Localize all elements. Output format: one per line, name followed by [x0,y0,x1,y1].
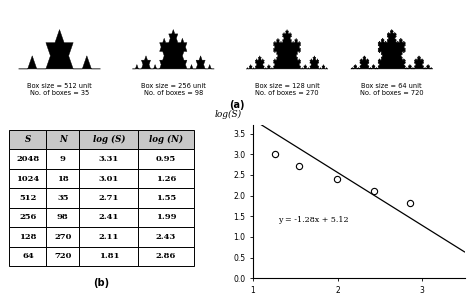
Bar [9,188,46,208]
Text: N: N [59,135,67,144]
Text: S: S [25,135,31,144]
Text: 2.43: 2.43 [156,233,176,241]
Bar [138,227,193,247]
Polygon shape [246,30,328,69]
Bar [9,130,46,149]
Text: (a): (a) [229,100,245,110]
Text: log(S): log(S) [215,110,242,119]
Text: log (S): log (S) [92,135,125,144]
Text: 256: 256 [19,214,36,222]
Text: Box size = 128 unit
No. of boxes = 270: Box size = 128 unit No. of boxes = 270 [255,83,319,96]
Text: 1.99: 1.99 [155,214,176,222]
Text: 9: 9 [60,155,66,163]
Text: 35: 35 [57,194,69,202]
Text: 2.86: 2.86 [156,252,176,260]
Text: (b): (b) [93,278,109,288]
Bar [9,208,46,227]
Bar [80,130,138,149]
Bar [9,227,46,247]
Text: 98: 98 [57,214,69,222]
Bar [80,188,138,208]
Text: 1.81: 1.81 [99,252,119,260]
Text: 0.95: 0.95 [156,155,176,163]
Bar [138,169,193,188]
Bar [46,169,80,188]
Bar [46,149,80,169]
Text: 2.41: 2.41 [99,214,119,222]
Bar [80,247,138,266]
Text: 18: 18 [57,175,69,183]
Bar [138,188,193,208]
Text: 2.11: 2.11 [99,233,119,241]
Polygon shape [132,30,214,69]
Text: 3.01: 3.01 [99,175,119,183]
Text: Box size = 256 unit
No. of boxes = 98: Box size = 256 unit No. of boxes = 98 [141,83,206,96]
Text: 270: 270 [54,233,72,241]
Text: Box size = 512 unit
No. of boxes = 35: Box size = 512 unit No. of boxes = 35 [27,83,92,96]
Text: y = -1.28x + 5.12: y = -1.28x + 5.12 [278,216,349,224]
Text: 1.55: 1.55 [156,194,176,202]
Bar [138,149,193,169]
Bar [80,227,138,247]
Text: 64: 64 [22,252,34,260]
Text: 1.26: 1.26 [156,175,176,183]
Text: 2.71: 2.71 [99,194,119,202]
Bar [9,247,46,266]
Text: 1024: 1024 [16,175,39,183]
Text: 512: 512 [19,194,36,202]
Bar [138,247,193,266]
Bar [46,247,80,266]
Polygon shape [351,30,433,69]
Polygon shape [18,30,100,69]
Text: log (N): log (N) [149,135,183,144]
Bar [46,130,80,149]
Bar [9,169,46,188]
Bar [46,227,80,247]
Text: 3.31: 3.31 [99,155,119,163]
Bar [80,169,138,188]
Bar [46,208,80,227]
Bar [46,188,80,208]
Text: 128: 128 [19,233,36,241]
Text: Box size = 64 unit
No. of boxes = 720: Box size = 64 unit No. of boxes = 720 [360,83,424,96]
Text: 2048: 2048 [16,155,39,163]
Text: 720: 720 [54,252,72,260]
Bar [9,149,46,169]
Bar [138,130,193,149]
Bar [80,149,138,169]
Bar [80,208,138,227]
Bar [138,208,193,227]
